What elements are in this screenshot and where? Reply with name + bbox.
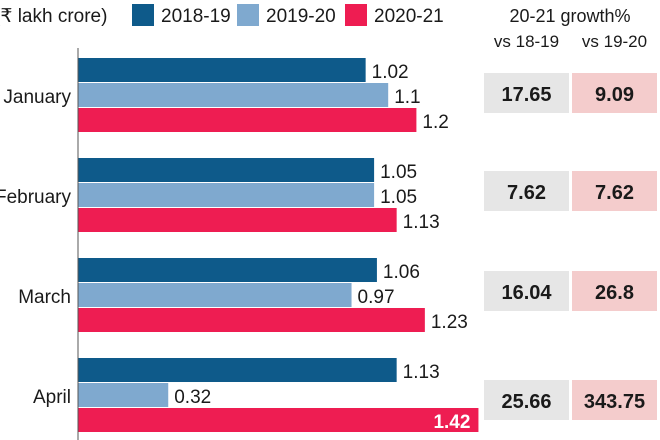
growth-cell-bg-2-1 <box>484 171 569 211</box>
growth-column-header-1: vs 18-19 <box>494 32 559 51</box>
bar-april-2019-20 <box>78 383 169 407</box>
bar-january-2018-19 <box>78 58 366 82</box>
value-label-march-2020-21: 1.23 <box>431 312 468 333</box>
value-label-march-2019-20: 0.97 <box>358 287 395 308</box>
bar-february-2019-20 <box>78 183 375 207</box>
growth-cell-bg-3-2 <box>572 271 657 311</box>
growth-cell-bg-1-2 <box>572 73 657 113</box>
value-label-february-2018-19: 1.05 <box>380 162 417 183</box>
legend-swatch-2018-19 <box>132 4 154 26</box>
legend: (₹ lakh crore) 2018-19 2019-20 2020-21 <box>0 4 444 27</box>
growth-cell-march-vs-19-20: 26.8 <box>595 282 634 304</box>
value-label-april-2018-19: 1.13 <box>403 362 440 383</box>
bar-april-2018-19 <box>78 358 397 382</box>
plot-area: January 1.02 1.11.2 February 1.05 1.05 1.13 Mar… <box>0 58 479 433</box>
bar-january-2019-20 <box>78 83 389 107</box>
growth-table-title: 20-21 growth% <box>509 6 630 26</box>
growth-column-header-2: vs 19-20 <box>582 32 647 51</box>
bar-january-2020-21 <box>78 108 417 132</box>
growth-cell-april-vs-19-20: 343.75 <box>584 391 645 413</box>
growth-cell-march-vs-18-19: 16.04 <box>501 282 552 304</box>
legend-label-2018-19: 2018-19 <box>161 6 231 27</box>
legend-swatch-2020-21 <box>345 4 367 26</box>
value-label-april-2020-21: 1.42 <box>433 412 470 433</box>
value-label-april-2019-20: 0.32 <box>174 387 211 408</box>
growth-cell-bg-1-1 <box>484 73 569 113</box>
category-label-march: March <box>18 287 71 308</box>
growth-cell-bg-2-2 <box>572 171 657 211</box>
growth-cell-bg-3-1 <box>484 271 569 311</box>
bar-february-2020-21 <box>78 208 397 232</box>
value-label-january-2019-20: 1.1 <box>394 87 420 108</box>
growth-cell-bg-4-2 <box>572 380 657 420</box>
value-label-february-2019-20: 1.05 <box>380 187 417 208</box>
bar-april-2020-21 <box>78 408 479 432</box>
bar-march-2020-21 <box>78 308 425 332</box>
growth-cell-bg-4-1 <box>484 380 569 420</box>
bar-february-2018-19 <box>78 158 375 182</box>
value-label-march-2018-19: 1.06 <box>383 262 420 283</box>
category-label-january: January <box>3 87 71 108</box>
unit-label: (₹ lakh crore) <box>0 6 107 27</box>
growth-table: 20-21 growth% vs 18-19 vs 19-20 17.65 9.09 7… <box>484 6 657 420</box>
legend-label-2020-21: 2020-21 <box>374 6 444 27</box>
growth-cell-april-vs-18-19: 25.66 <box>501 391 551 413</box>
legend-swatch-2019-20 <box>237 4 259 26</box>
category-label-april: April <box>33 387 71 408</box>
growth-cell-january-vs-19-20: 9.09 <box>595 84 634 106</box>
value-label-january-2018-19: 1.02 <box>372 62 409 83</box>
bar-march-2018-19 <box>78 258 377 282</box>
legend-label-2019-20: 2019-20 <box>266 6 336 27</box>
growth-cell-february-vs-19-20: 7.62 <box>595 182 634 204</box>
category-label-february: February <box>0 187 71 208</box>
bar-march-2019-20 <box>78 283 352 307</box>
value-label-february-2020-21: 1.13 <box>403 212 440 233</box>
growth-cell-january-vs-18-19: 17.65 <box>501 84 551 106</box>
value-label-january-2020-21: 1.2 <box>422 112 448 133</box>
growth-cell-february-vs-18-19: 7.62 <box>507 182 546 204</box>
